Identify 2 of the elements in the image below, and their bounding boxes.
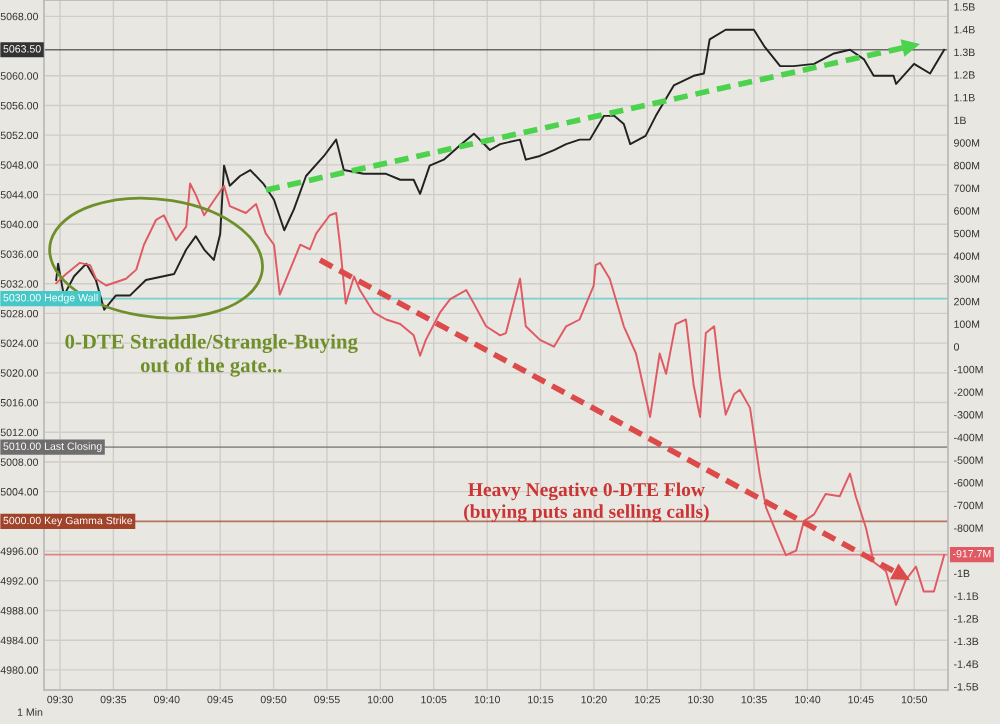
annotation: 0-DTE Straddle/Strangle-Buying out of the gate... (65, 333, 358, 377)
annotation: Heavy Negative 0-DTE Flow (buying puts and selling calls) (464, 482, 709, 523)
